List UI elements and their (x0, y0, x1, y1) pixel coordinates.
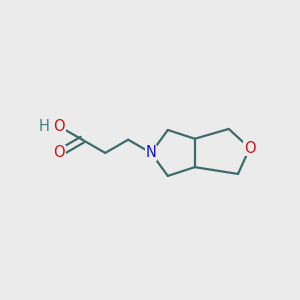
Text: N: N (146, 146, 157, 160)
Text: O: O (244, 141, 256, 156)
Text: O: O (53, 146, 65, 160)
Text: H: H (38, 119, 49, 134)
Text: O: O (53, 119, 65, 134)
